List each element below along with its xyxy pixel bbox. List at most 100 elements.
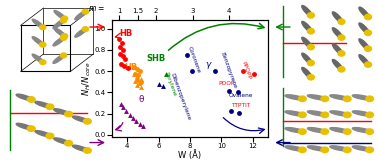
Ellipse shape [332,59,343,71]
Point [240,70,246,72]
Point [134,68,140,70]
Ellipse shape [307,60,314,66]
Point [134,75,140,78]
Ellipse shape [72,145,90,152]
Point [117,46,123,48]
Point [120,106,126,109]
Y-axis label: $N_H/N_{core}$: $N_H/N_{core}$ [80,61,93,96]
Point [121,64,127,67]
Point [136,81,142,84]
Point [123,110,129,113]
Ellipse shape [359,7,370,18]
Point [133,120,139,122]
Point [120,49,126,51]
Ellipse shape [54,138,71,144]
Ellipse shape [46,133,54,139]
Ellipse shape [60,35,67,40]
Text: Coronene: Coronene [187,45,201,74]
Ellipse shape [359,39,370,50]
Ellipse shape [307,146,327,151]
Point [125,67,131,69]
Ellipse shape [364,30,372,35]
Ellipse shape [285,95,305,100]
Ellipse shape [27,126,35,131]
Ellipse shape [321,147,328,153]
Point [130,116,136,119]
Point [116,38,122,41]
Ellipse shape [72,116,90,122]
Point [138,81,144,83]
Ellipse shape [343,129,351,134]
X-axis label: W (Å): W (Å) [178,150,201,160]
Point [189,70,195,72]
Point [138,77,144,80]
Ellipse shape [321,129,328,134]
Ellipse shape [330,95,350,100]
Ellipse shape [352,146,372,151]
Ellipse shape [352,128,372,133]
Point [228,110,234,112]
Text: TTPTIT: TTPTIT [231,103,251,108]
Point [118,62,124,65]
Ellipse shape [40,25,46,30]
Point [138,86,144,88]
Ellipse shape [307,111,327,116]
Point [131,73,137,76]
Ellipse shape [338,67,345,72]
Point [212,70,218,72]
Ellipse shape [82,9,88,14]
Ellipse shape [343,96,351,102]
Text: SHB: SHB [147,54,166,63]
Text: Benzopyrene: Benzopyrene [219,51,237,89]
Ellipse shape [352,111,372,116]
Ellipse shape [330,111,350,116]
Ellipse shape [16,94,33,101]
Point [118,103,124,105]
Point [134,78,140,81]
Ellipse shape [46,104,54,110]
Ellipse shape [65,111,73,117]
Ellipse shape [53,19,65,29]
Ellipse shape [35,101,52,108]
Point [163,73,169,75]
Point [132,79,138,82]
Point [117,53,123,55]
Point [134,84,140,86]
Ellipse shape [343,112,351,118]
Text: Dibenzoperylene: Dibenzoperylene [170,73,192,122]
Ellipse shape [307,75,314,80]
Ellipse shape [359,23,370,34]
Ellipse shape [330,146,350,151]
Point [120,55,126,58]
Ellipse shape [84,148,91,153]
Ellipse shape [302,53,312,64]
Point [131,66,137,68]
Point [119,41,125,44]
Ellipse shape [53,54,65,63]
Point [140,125,146,128]
Ellipse shape [32,54,44,63]
Text: PPOPP: PPOPP [241,61,252,81]
Text: Ovalene: Ovalene [228,93,253,98]
Ellipse shape [75,28,87,37]
Ellipse shape [302,6,312,17]
Ellipse shape [32,19,44,29]
Ellipse shape [307,13,314,18]
Ellipse shape [54,28,66,37]
Ellipse shape [299,112,306,118]
Ellipse shape [302,21,312,33]
Ellipse shape [321,96,328,102]
Ellipse shape [330,128,350,133]
Ellipse shape [84,119,91,124]
Ellipse shape [332,12,343,23]
Ellipse shape [54,11,66,20]
Ellipse shape [82,27,88,32]
Ellipse shape [366,96,373,102]
Point [127,113,133,116]
Point [156,83,163,85]
Ellipse shape [285,128,305,133]
Ellipse shape [321,112,328,118]
Ellipse shape [332,44,343,55]
Point [226,89,232,92]
Ellipse shape [343,147,351,153]
